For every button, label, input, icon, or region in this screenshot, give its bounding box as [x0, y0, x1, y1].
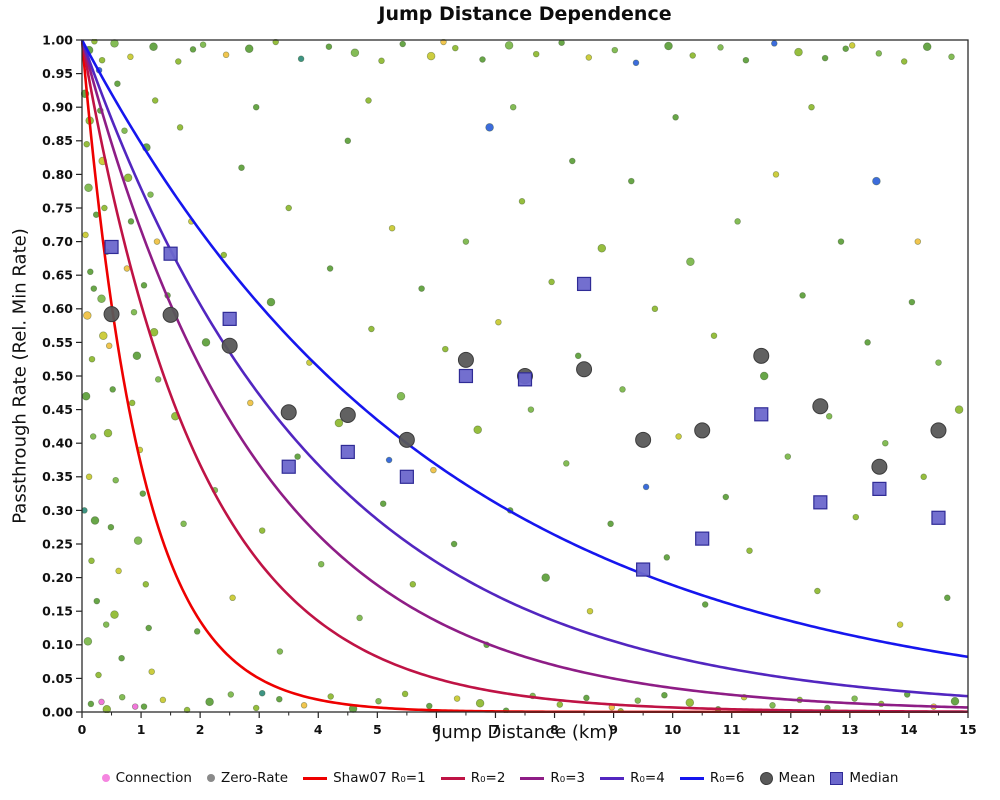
legend-item: Median: [830, 770, 898, 786]
x-tick-label: 12: [782, 722, 799, 737]
y-tick-label: 0.00: [42, 704, 73, 719]
legend-label: R₀=4: [630, 770, 665, 786]
x-tick-label: 5: [373, 722, 382, 737]
x-tick-label: 14: [900, 722, 918, 737]
plot-border: [81, 39, 969, 713]
legend-item: R₀=4: [600, 770, 665, 786]
legend-label: Shaw07 R₀=1: [333, 770, 426, 786]
y-tick-label: 0.95: [42, 66, 73, 81]
legend-item: R₀=6: [679, 770, 745, 786]
legend-marker-line: [600, 776, 625, 780]
y-tick-label: 0.10: [42, 637, 73, 652]
x-tick-label: 1: [137, 722, 146, 737]
legend-label: Median: [849, 770, 899, 786]
x-tick-label: 11: [723, 722, 740, 737]
y-tick-label: 0.85: [42, 133, 73, 148]
legend-marker-line: [520, 776, 545, 780]
y-tick-label: 0.70: [42, 234, 73, 249]
y-tick-label: 0.45: [42, 402, 73, 417]
y-tick-label: 1.00: [42, 32, 73, 47]
x-tick-label: 8: [550, 722, 559, 737]
x-tick-label: 13: [841, 722, 858, 737]
x-tick-label: 2: [196, 722, 205, 737]
legend-label: Connection: [115, 770, 192, 786]
median-markers: [104, 239, 946, 577]
legend-marker-line: [303, 776, 328, 780]
y-tick-label: 0.05: [42, 671, 73, 686]
x-tick-label: 4: [314, 722, 323, 737]
y-tick-label: 0.50: [42, 368, 73, 383]
legend-label: Zero-Rate: [220, 770, 289, 786]
legend-label: R₀=3: [550, 770, 586, 786]
legend-marker-line: [440, 776, 465, 780]
legend-item: R₀=3: [520, 770, 585, 786]
x-tick-label: 9: [609, 722, 618, 737]
x-tick-label: 10: [664, 722, 682, 737]
curve-2: [81, 39, 969, 713]
legend-item: Zero-Rate: [206, 770, 289, 786]
y-axis: 0.00 0.05 0.10 0.15 0.20 0.25 0.30 0.35 0.40 0.45…: [42, 32, 82, 719]
y-tick-label: 0.25: [42, 536, 73, 551]
legend-label: R₀=6: [709, 770, 745, 786]
legend-item: Connection: [101, 770, 192, 786]
x-tick-label: 3: [255, 722, 264, 737]
y-tick-label: 0.30: [42, 503, 73, 518]
x-axis-label: Jump Distance (km): [436, 722, 614, 743]
y-tick-label: 0.65: [42, 268, 73, 283]
y-tick-label: 0.15: [42, 604, 73, 619]
legend-label: R₀=2: [470, 770, 506, 786]
y-tick-label: 0.60: [42, 301, 73, 316]
y-tick-label: 0.90: [42, 100, 73, 115]
x-tick-label: 15: [959, 722, 976, 737]
y-tick-label: 0.35: [42, 469, 73, 484]
y-tick-label: 0.20: [42, 570, 73, 585]
legend-marker-line: [679, 776, 704, 780]
legend-marker-square: [830, 771, 844, 785]
curve-3: [81, 39, 969, 709]
y-tick-label: 0.40: [42, 436, 73, 451]
chart-legend: Connection Zero-Rate Shaw07 R₀=1 R₀=2 R₀=3 R₀…: [0, 770, 1000, 786]
x-tick-label: 7: [491, 722, 500, 737]
chart-title: Jump Distance Dependence: [378, 3, 672, 25]
legend-label: Mean: [778, 770, 816, 786]
legend-marker-dot: [101, 774, 110, 782]
legend-item: Shaw07 R₀=1: [303, 770, 426, 786]
legend-item: Mean: [759, 770, 816, 786]
y-tick-label: 0.55: [42, 335, 73, 350]
curve-6: [81, 39, 969, 659]
x-tick-label: 0: [78, 722, 87, 737]
legend-marker-dot: [206, 774, 215, 782]
y-tick-label: 0.80: [42, 167, 73, 182]
x-tick-label: 6: [432, 722, 441, 737]
legend-item: R₀=2: [440, 770, 506, 786]
legend-marker-circle: [759, 771, 773, 785]
mean-markers: [103, 306, 947, 475]
y-tick-label: 0.75: [42, 200, 73, 215]
